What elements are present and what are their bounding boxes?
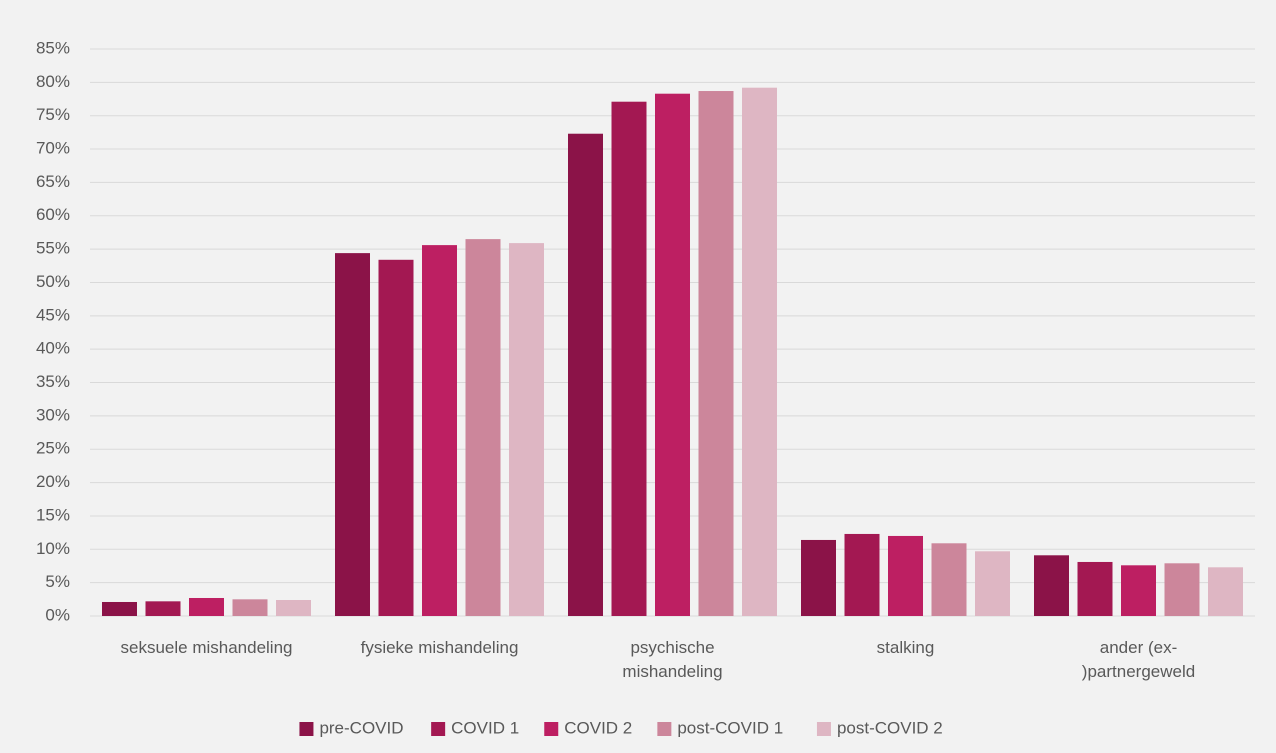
bar xyxy=(1077,561,1113,616)
x-tick-label: seksuele mishandeling xyxy=(120,638,293,657)
y-tick-label: 85% xyxy=(36,38,70,57)
x-tick-label: fysieke mishandeling xyxy=(360,638,519,657)
x-tick-label: stalking xyxy=(876,638,935,657)
legend-label: COVID 2 xyxy=(564,718,632,737)
y-tick-label: 45% xyxy=(36,305,70,324)
y-tick-label: 80% xyxy=(36,72,70,91)
y-tick-label: 20% xyxy=(36,472,70,491)
bar xyxy=(698,91,734,616)
bar xyxy=(611,101,647,617)
bar xyxy=(655,93,690,617)
bar xyxy=(844,533,880,616)
y-tick-label: 30% xyxy=(36,405,70,424)
bar xyxy=(422,245,457,616)
bar xyxy=(189,597,224,616)
y-tick-label: 15% xyxy=(36,505,70,524)
y-tick-label: 25% xyxy=(36,439,70,458)
y-tick-label: 5% xyxy=(45,572,70,591)
bar xyxy=(888,535,923,616)
bar xyxy=(232,599,268,616)
bar xyxy=(1034,555,1069,616)
bar xyxy=(378,259,414,616)
legend-swatch xyxy=(544,722,559,736)
y-tick-label: 70% xyxy=(36,139,70,158)
bar xyxy=(145,601,181,616)
bar xyxy=(1121,565,1156,616)
bar xyxy=(1164,563,1200,616)
legend-swatch xyxy=(816,722,831,736)
bar xyxy=(465,239,501,617)
y-tick-label: 10% xyxy=(36,539,70,558)
legend-swatch xyxy=(299,722,314,736)
bar xyxy=(568,133,603,616)
x-tick-label: psychische mishandeling xyxy=(622,638,723,681)
y-tick-label: 60% xyxy=(36,205,70,224)
bar xyxy=(931,543,967,616)
y-tick-label: 75% xyxy=(36,105,70,124)
y-tick-label: 35% xyxy=(36,372,70,391)
bar xyxy=(509,243,544,616)
bar xyxy=(102,601,137,616)
bar xyxy=(1208,567,1243,616)
bar xyxy=(742,87,777,617)
legend-label: post-COVID 2 xyxy=(837,718,943,737)
legend-label: pre-COVID xyxy=(319,718,403,737)
legend-label: COVID 1 xyxy=(451,718,519,737)
y-tick-label: 40% xyxy=(36,339,70,358)
bar xyxy=(335,253,370,616)
bar xyxy=(276,599,311,616)
y-tick-label: 55% xyxy=(36,239,70,258)
legend-label: post-COVID 1 xyxy=(677,718,783,737)
bar xyxy=(801,539,836,616)
y-tick-label: 0% xyxy=(45,605,70,624)
bar xyxy=(975,551,1010,616)
legend-swatch xyxy=(657,722,672,736)
legend-swatch xyxy=(431,722,446,736)
x-tick-label: ander (ex- )partnergeweld xyxy=(1081,638,1196,681)
y-tick-label: 65% xyxy=(36,172,70,191)
y-tick-label: 50% xyxy=(36,272,70,291)
